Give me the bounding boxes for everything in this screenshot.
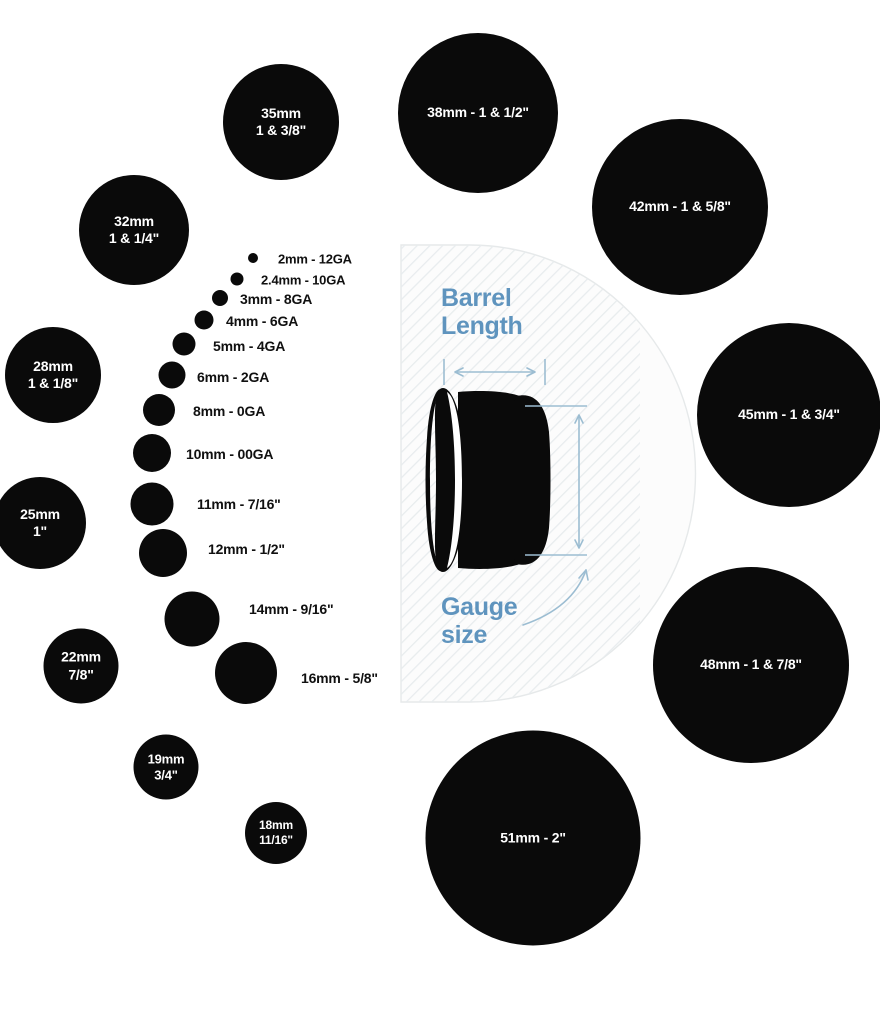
size-dot-label: 14mm - 9/16" (249, 601, 334, 617)
size-circle-label: 25mm 1" (20, 505, 60, 539)
circle-51mm: 51mm - 2" (425, 730, 641, 946)
size-circle-label: 19mm 3/4" (147, 751, 185, 782)
tunnel-illustration (425, 388, 551, 572)
size-circle-label: 35mm 1 & 3/8" (255, 104, 307, 138)
size-dot (194, 310, 214, 330)
gauge-size-pointer-arrow (522, 569, 589, 626)
size-dot-label: 12mm - 1/2" (208, 541, 285, 557)
barrel-length-measure (443, 359, 546, 385)
circle-25mm: 25mm 1" (0, 477, 86, 569)
size-circle-label: 28mm 1 & 1/8" (27, 357, 79, 391)
circle-19mm: 19mm 3/4" (133, 734, 199, 800)
size-dot (164, 591, 220, 647)
size-dot (133, 434, 171, 472)
size-dot (230, 272, 244, 286)
size-dot (215, 642, 277, 704)
circle-45mm: 45mm - 1 & 3/4" (697, 323, 880, 507)
size-dot (172, 332, 196, 356)
size-dot-label: 10mm - 00GA (186, 446, 274, 462)
circle-32mm: 32mm 1 & 1/4" (79, 175, 189, 285)
size-circle-label: 51mm - 2" (500, 829, 566, 846)
circle-48mm: 48mm - 1 & 7/8" (653, 567, 849, 763)
size-dot (143, 394, 175, 426)
circle-28mm: 28mm 1 & 1/8" (5, 327, 101, 423)
circle-22mm: 22mm 7/8" (43, 628, 119, 704)
size-dot-label: 8mm - 0GA (193, 403, 266, 419)
size-dot-label: 4mm - 6GA (226, 313, 299, 329)
size-dot (130, 482, 174, 526)
size-circle-label: 18mm 11/16" (259, 818, 293, 847)
hatched-panel-shape (400, 244, 697, 703)
circle-38mm: 38mm - 1 & 1/2" (398, 33, 558, 193)
gauge-size-measure (525, 405, 587, 556)
size-dot-label: 6mm - 2GA (197, 369, 270, 385)
size-dot-label: 16mm - 5/8" (301, 670, 378, 686)
size-dot-label: 5mm - 4GA (213, 338, 286, 354)
size-dot-label: 3mm - 8GA (240, 291, 313, 307)
size-dot (248, 253, 258, 263)
size-circle-label: 42mm - 1 & 5/8" (629, 198, 731, 215)
barrel-length-label: Barrel Length (441, 284, 523, 340)
circle-35mm: 35mm 1 & 3/8" (223, 64, 339, 180)
size-dot (158, 361, 186, 389)
size-circle-label: 48mm - 1 & 7/8" (700, 656, 802, 673)
circle-42mm: 42mm - 1 & 5/8" (592, 119, 768, 295)
size-circle-label: 45mm - 1 & 3/4" (738, 406, 840, 423)
size-dot-label: 2mm - 12GA (278, 251, 352, 267)
size-circle-label: 38mm - 1 & 1/2" (427, 104, 529, 121)
gauge-size-label: Gauge size (441, 593, 518, 649)
size-circle-label: 32mm 1 & 1/4" (108, 212, 160, 246)
size-dot (212, 290, 228, 306)
size-dot-label: 11mm - 7/16" (197, 496, 281, 512)
size-circle-label: 22mm 7/8" (61, 648, 101, 682)
circle-18mm: 18mm 11/16" (245, 802, 307, 864)
size-dot-label: 2.4mm - 10GA (261, 272, 346, 288)
size-dot (139, 529, 187, 577)
